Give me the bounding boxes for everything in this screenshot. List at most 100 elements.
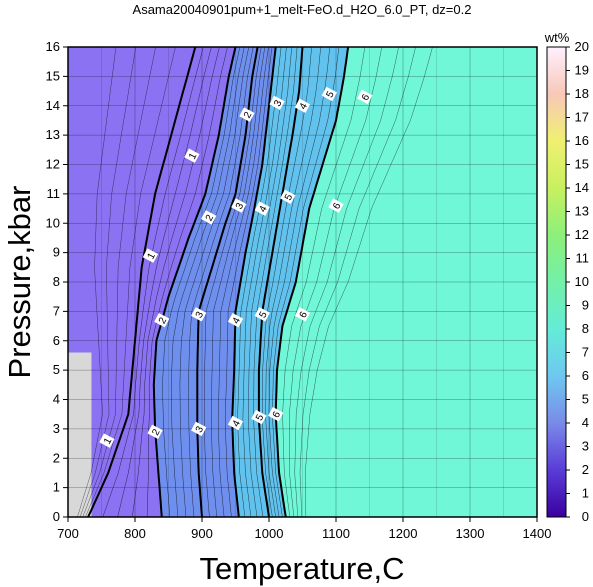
colorbar-tick-label: 9 — [582, 298, 589, 313]
thin-contour-line — [217, 47, 269, 517]
thin-contour-line — [204, 47, 262, 517]
contour-line-4 — [231, 47, 277, 517]
contour-label-box — [280, 189, 296, 205]
thin-contour-line — [294, 47, 399, 517]
colorbar-label: wt% — [544, 30, 570, 45]
thin-contour-line — [179, 47, 250, 517]
contour-label-text: 4 — [298, 101, 311, 111]
y-tick-label: 5 — [53, 362, 60, 377]
y-tick-label: 15 — [46, 68, 60, 83]
contour-label-text: 1 — [102, 436, 115, 446]
contour-label-text: 3 — [194, 424, 207, 434]
colorbar-tick-label: 10 — [575, 274, 589, 289]
contour-label-text: 6 — [298, 310, 311, 320]
thin-contour-line — [289, 47, 383, 517]
contour-label: 6 — [268, 406, 284, 422]
y-tick-label: 11 — [47, 186, 61, 201]
contour-label: 6 — [294, 307, 311, 322]
contour-label-box — [231, 198, 247, 213]
colorbar-tick-label: 7 — [582, 345, 589, 360]
contour-label-text: 3 — [194, 310, 207, 320]
thin-contour-line — [77, 47, 117, 517]
x-tick-label: 1000 — [255, 526, 284, 541]
contour-label-text: 5 — [324, 89, 337, 99]
contour-label: 6 — [357, 89, 373, 105]
contour-label-text: 1 — [187, 151, 200, 161]
contour-line-5 — [257, 47, 304, 517]
colorbar-tick-label: 4 — [582, 415, 589, 430]
contour-label-box — [227, 415, 244, 431]
thin-contour-line — [272, 47, 340, 517]
thin-contour-line — [262, 47, 312, 517]
contour-line-1 — [87, 47, 197, 517]
y-tick-label: 7 — [53, 303, 60, 318]
contour-label-box — [201, 210, 217, 225]
contour-label-box — [191, 307, 207, 322]
thin-contour-line — [268, 47, 331, 517]
contour-label: 2 — [154, 312, 169, 328]
contour-label: 2 — [201, 210, 217, 225]
y-tick-label: 13 — [46, 127, 60, 142]
contour-label-text: 1 — [146, 251, 159, 261]
colorbar-fill — [546, 46, 567, 518]
contour-label-box — [191, 421, 207, 437]
no-data-layer — [68, 352, 92, 517]
contour-label: 4 — [227, 312, 244, 328]
contour-label: 2 — [239, 107, 255, 122]
y-tick-label: 0 — [53, 509, 60, 524]
chart-title: Asama20040901pum+1_melt-FeO.d_H2O_6.0_PT… — [133, 2, 472, 17]
contour-label-box — [294, 98, 311, 114]
contour-label-box — [142, 248, 159, 263]
contour-label: 3 — [231, 198, 247, 213]
x-tick-label: 1100 — [322, 526, 350, 541]
y-tick-label: 9 — [53, 245, 60, 260]
thin-contour-line — [265, 47, 321, 517]
colorbar-tick-label: 13 — [575, 204, 589, 219]
x-axis-ticks: 700 800 900 1000 1100 1200 1300 1400 — [57, 517, 551, 541]
contour-label: 1 — [142, 248, 159, 263]
thin-contour-line — [253, 47, 298, 517]
contour-label-box — [227, 312, 244, 328]
contour-line-3 — [196, 47, 259, 517]
colorbar-tick-label: 11 — [576, 251, 590, 266]
thin-contour-line — [282, 47, 366, 517]
contour-label: 4 — [294, 98, 311, 114]
thin-contour-line — [224, 47, 273, 517]
thin-contour-line — [85, 47, 176, 517]
colorbar-tick-label: 6 — [582, 368, 589, 383]
contour-label-text: 5 — [257, 310, 270, 320]
x-tick-label: 1200 — [389, 526, 418, 541]
no-data-region — [68, 352, 92, 517]
contour-label-text: 4 — [231, 418, 244, 428]
contour-label-text: 6 — [271, 409, 284, 419]
contour-label: 4 — [254, 201, 270, 216]
contour-label: 5 — [321, 86, 337, 102]
y-tick-label: 12 — [46, 157, 60, 172]
contour-label: 6 — [328, 198, 344, 213]
thin-contour-line — [242, 47, 287, 517]
contour-label-text: 6 — [331, 201, 344, 211]
colorbar-tick-label: 14 — [575, 180, 589, 195]
contour-label-text: 3 — [234, 201, 247, 211]
y-axis-label: Pressure,kbar — [2, 186, 37, 379]
grid-lines — [68, 47, 537, 517]
contour-label-box — [328, 198, 344, 213]
contour-label: 5 — [280, 189, 296, 205]
contour-label-box — [184, 148, 200, 163]
thin-contour-line — [211, 47, 266, 517]
x-tick-label: 700 — [57, 526, 79, 541]
contour-label-box — [357, 89, 373, 105]
thin-contour-line — [170, 47, 245, 517]
thin-contour-line — [162, 47, 241, 517]
thin-contour-line — [117, 47, 212, 517]
y-tick-label: 3 — [53, 421, 60, 436]
contour-label: 1 — [184, 148, 200, 163]
y-tick-label: 2 — [53, 450, 60, 465]
contour-label: 3 — [269, 95, 285, 111]
contour-label-text: 6 — [360, 92, 373, 102]
contour-label-text: 5 — [254, 412, 267, 422]
low-melt-band — [68, 47, 236, 517]
thin-contour-line — [102, 47, 204, 517]
